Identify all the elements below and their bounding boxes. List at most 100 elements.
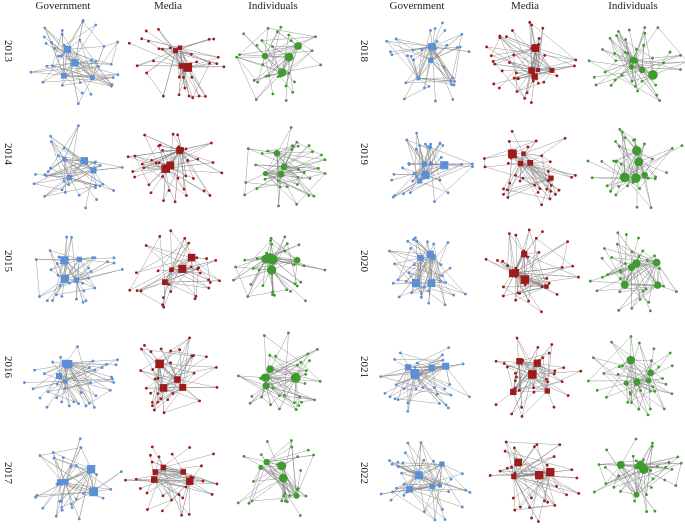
node <box>596 289 599 292</box>
node <box>538 187 541 190</box>
node <box>423 86 426 89</box>
edge <box>640 148 673 188</box>
edge <box>396 39 430 46</box>
node <box>146 508 149 511</box>
node <box>287 332 290 335</box>
node <box>545 277 548 280</box>
node <box>394 397 397 400</box>
node <box>142 167 145 170</box>
node <box>642 458 645 461</box>
node <box>178 76 181 79</box>
edge <box>237 57 263 64</box>
node <box>186 159 189 162</box>
node <box>150 159 153 162</box>
year-label-2017: 2017 <box>2 462 14 484</box>
node <box>407 442 410 445</box>
node <box>639 389 642 392</box>
node <box>85 299 88 302</box>
node <box>146 492 149 495</box>
node <box>161 303 164 306</box>
node <box>390 179 393 182</box>
node <box>65 236 68 239</box>
node <box>624 136 627 139</box>
node <box>526 145 529 148</box>
node <box>601 257 604 260</box>
node <box>158 47 161 50</box>
node <box>157 28 160 31</box>
hub-node <box>639 67 646 74</box>
node <box>380 493 383 496</box>
node <box>90 270 93 273</box>
node <box>309 177 312 180</box>
edge <box>100 186 114 190</box>
node <box>391 53 394 56</box>
edge <box>36 260 39 297</box>
node <box>526 91 529 94</box>
node <box>60 500 63 503</box>
node <box>493 63 496 66</box>
hub-node <box>278 68 287 77</box>
node <box>279 26 282 29</box>
node <box>398 296 401 299</box>
node <box>232 279 235 282</box>
node <box>647 301 650 304</box>
edge <box>508 154 513 198</box>
node <box>645 510 648 513</box>
node <box>506 467 509 470</box>
node <box>404 451 407 454</box>
node <box>681 144 684 147</box>
node <box>208 62 211 65</box>
node <box>619 271 622 274</box>
edges <box>484 131 575 204</box>
node <box>243 194 246 197</box>
node <box>60 400 63 403</box>
node <box>471 163 474 166</box>
node <box>55 293 58 296</box>
node <box>252 267 255 270</box>
node <box>427 85 430 88</box>
edge <box>268 28 315 37</box>
node <box>626 401 629 404</box>
edge <box>277 152 313 153</box>
hub-node <box>427 279 435 287</box>
edge <box>612 342 663 378</box>
node <box>446 44 449 47</box>
node <box>403 483 406 486</box>
node <box>511 130 514 133</box>
edges <box>36 439 122 519</box>
node <box>413 172 416 175</box>
hub-node <box>546 468 554 476</box>
hub-node <box>549 68 554 73</box>
hub-node <box>67 175 72 180</box>
edge <box>381 377 451 396</box>
node <box>283 492 286 495</box>
node <box>160 348 163 351</box>
edges <box>590 233 676 311</box>
node <box>522 177 525 180</box>
node <box>41 507 44 510</box>
node <box>284 500 287 503</box>
node <box>293 401 296 404</box>
node <box>609 37 612 40</box>
node <box>453 84 456 87</box>
node <box>63 180 66 183</box>
hub-node <box>626 356 635 365</box>
node <box>433 386 436 389</box>
node <box>441 353 444 356</box>
node <box>537 191 540 194</box>
node <box>61 33 64 36</box>
node <box>94 60 97 63</box>
node <box>652 347 655 350</box>
node <box>140 290 143 293</box>
node <box>75 498 78 501</box>
node <box>650 359 653 362</box>
node <box>432 243 435 246</box>
node <box>112 76 115 79</box>
node <box>180 514 183 517</box>
edges <box>381 443 470 520</box>
edge <box>170 143 211 165</box>
network-media-2021 <box>480 326 584 424</box>
node <box>663 408 666 411</box>
node <box>102 183 105 186</box>
node <box>199 272 202 275</box>
